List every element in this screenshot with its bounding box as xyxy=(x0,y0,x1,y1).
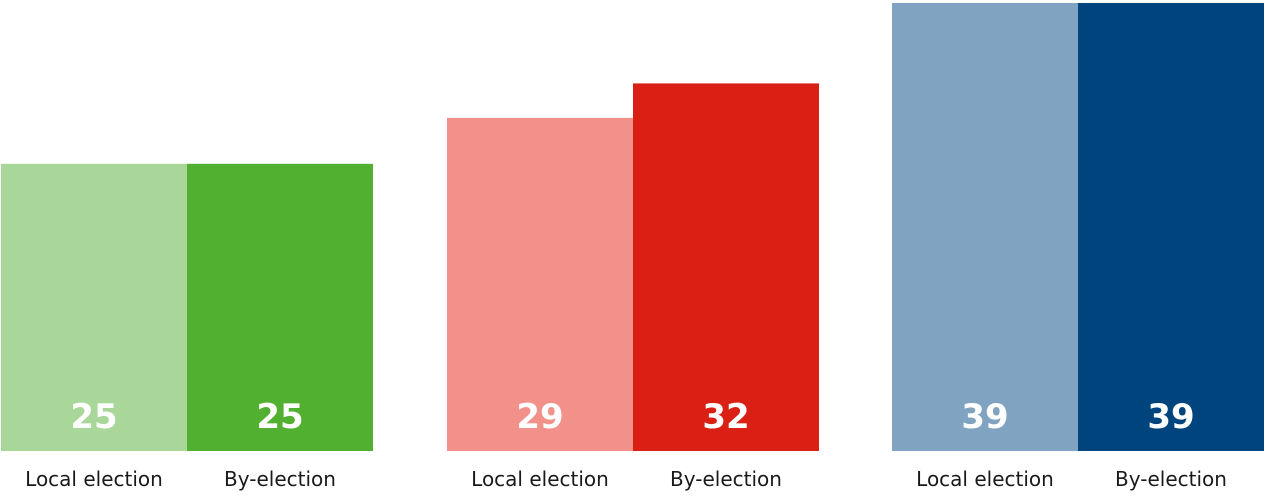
value-label: 32 xyxy=(702,397,749,437)
value-label: 39 xyxy=(1147,397,1194,437)
bar-group-2: 29 Local election 32 By-election xyxy=(447,83,819,491)
category-label: By-election xyxy=(1115,467,1227,491)
bar-3-by-election xyxy=(1078,3,1264,451)
bar-3-local-election xyxy=(892,3,1078,451)
value-label: 39 xyxy=(961,397,1008,437)
bar-1-local-election xyxy=(1,163,187,452)
category-label: By-election xyxy=(670,467,782,491)
bar-1-by-election xyxy=(187,163,373,452)
category-label: Local election xyxy=(25,467,163,491)
category-label: Local election xyxy=(471,467,609,491)
category-label: By-election xyxy=(224,467,336,491)
category-label: Local election xyxy=(916,467,1054,491)
bar-2-local-election xyxy=(447,117,633,451)
bar-group-3: 39 Local election 39 By-election xyxy=(892,3,1264,491)
value-label: 25 xyxy=(70,397,117,437)
value-label: 25 xyxy=(256,397,303,437)
bar-group-1: 25 Local election 25 By-election xyxy=(1,163,373,491)
value-label: 29 xyxy=(516,397,563,437)
bar-2-by-election xyxy=(633,83,819,452)
